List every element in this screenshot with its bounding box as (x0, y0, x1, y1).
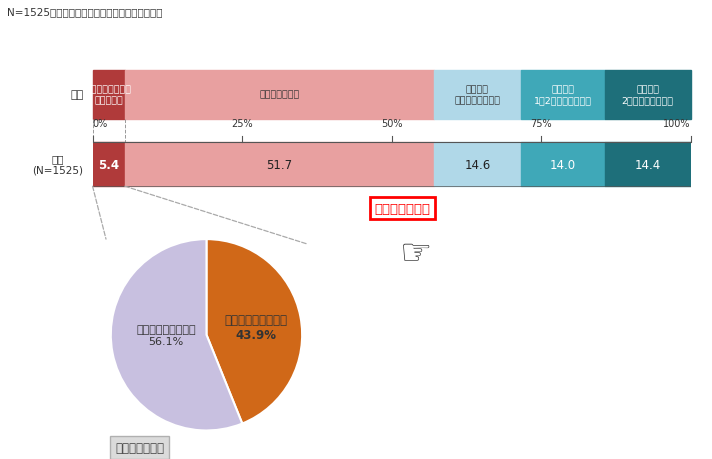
Text: 75%: 75% (530, 119, 552, 129)
Text: 凡例: 凡例 (70, 90, 83, 100)
Bar (604, 71, 691, 119)
Text: 5.4: 5.4 (98, 158, 119, 171)
Text: 14.0: 14.0 (550, 158, 576, 171)
Text: 25%: 25% (231, 119, 253, 129)
Bar (604, 143, 691, 187)
Text: 50%: 50% (381, 119, 402, 129)
Bar (521, 143, 604, 187)
Bar (93, 143, 125, 187)
Bar (434, 71, 521, 119)
Wedge shape (111, 240, 242, 431)
Text: 「早帰り」奮励あり
56.1%: 「早帰り」奮励あり 56.1% (137, 325, 196, 346)
Text: 奮励プレミアム: 奮励プレミアム (115, 441, 164, 454)
Text: 0%: 0% (93, 119, 108, 129)
Text: 定時より早く退社
（早帰り）: 定時より早く退社 （早帰り） (85, 85, 132, 105)
Text: 定時以降
1～2時間程度の残業: 定時以降 1～2時間程度の残業 (534, 85, 592, 105)
Text: 14.6: 14.6 (464, 158, 491, 171)
Bar (125, 143, 434, 187)
Text: 便乗プレミアム: 便乗プレミアム (375, 202, 430, 215)
Text: 定時どおり退社: 定時どおり退社 (259, 90, 300, 100)
Text: 「早帰り」奮励なし
43.9%: 「早帰り」奮励なし 43.9% (225, 313, 288, 341)
Text: 定時以降
１時間未満の残業: 定時以降 １時間未満の残業 (454, 85, 501, 105)
Wedge shape (206, 240, 302, 424)
Text: N=1525（有職・プレミアムフライデー認知者）: N=1525（有職・プレミアムフライデー認知者） (7, 7, 162, 17)
Bar (434, 143, 521, 187)
Bar (125, 71, 434, 119)
Text: 定時以降
2時間を超える残業: 定時以降 2時間を超える残業 (622, 85, 674, 105)
Text: ☞: ☞ (400, 235, 433, 269)
Bar (93, 71, 125, 119)
Text: 100%: 100% (663, 119, 691, 129)
Text: 51.7: 51.7 (266, 158, 293, 171)
Text: 14.4: 14.4 (634, 158, 661, 171)
Text: 全体
(N=1525): 全体 (N=1525) (33, 154, 83, 175)
Bar (521, 71, 604, 119)
